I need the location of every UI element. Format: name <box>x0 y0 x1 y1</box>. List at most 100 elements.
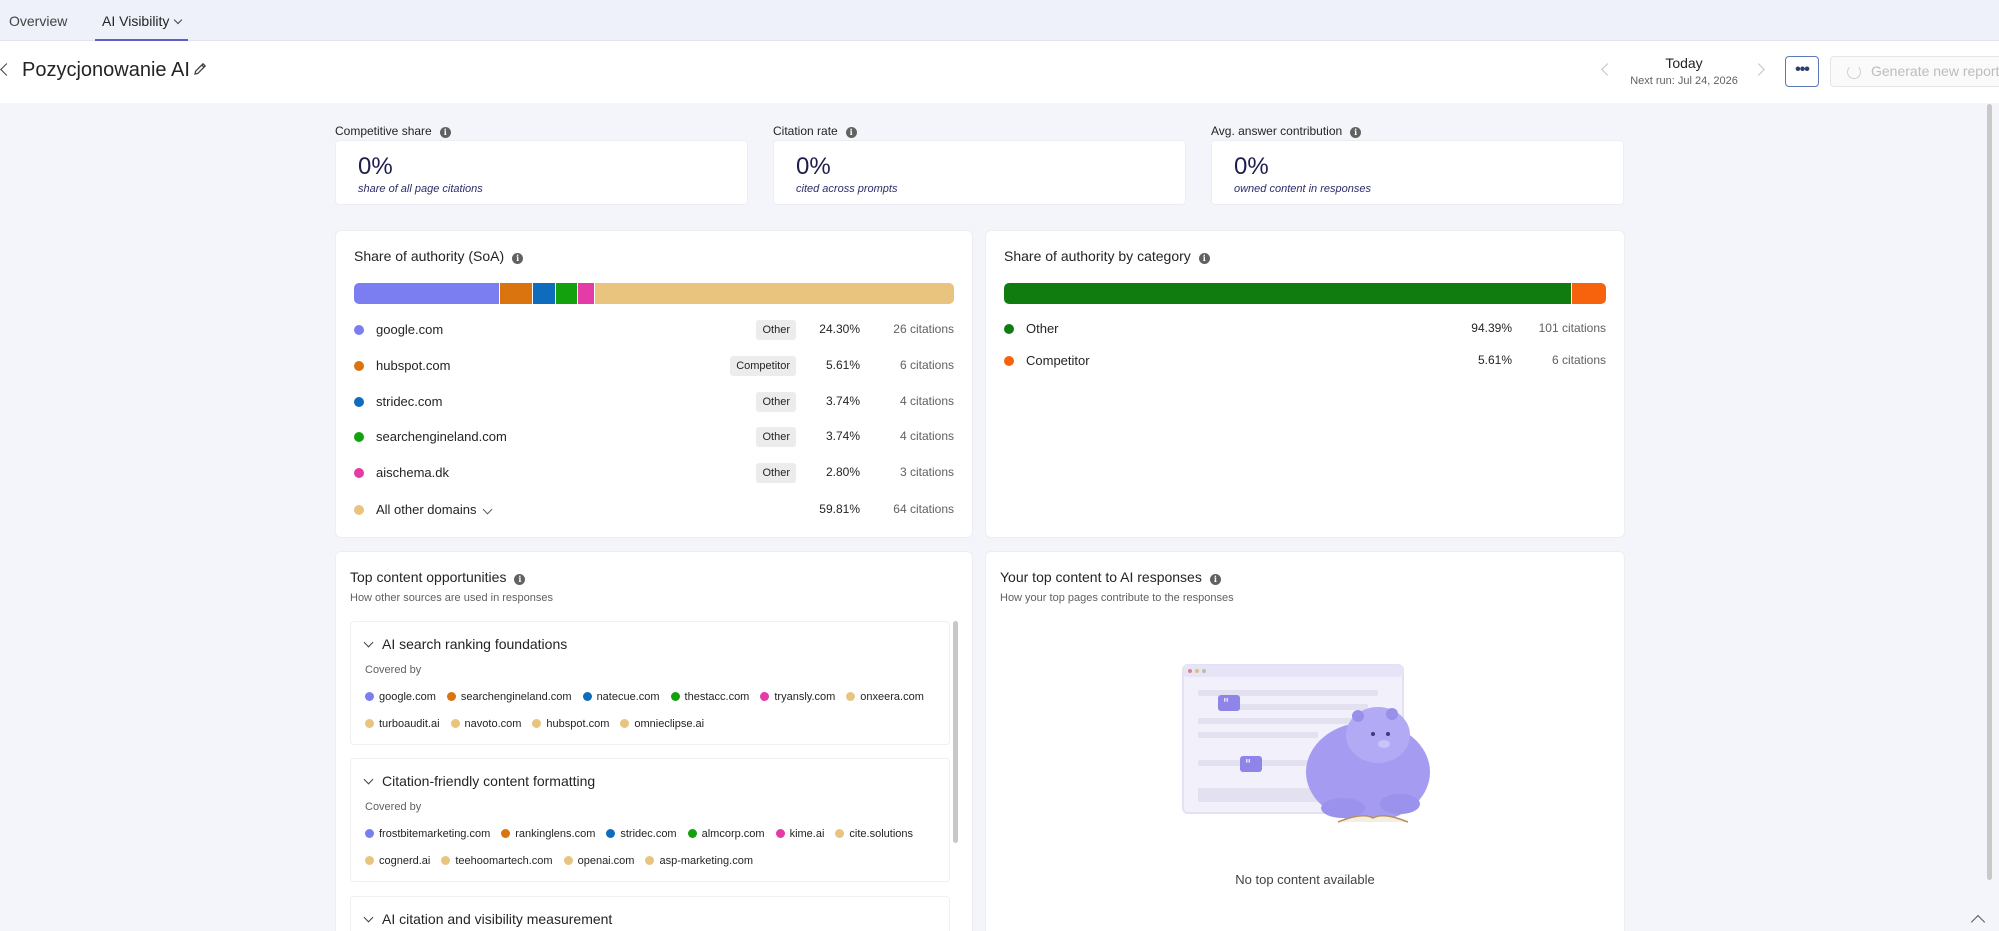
legend-dot <box>354 325 364 335</box>
citation-count: 26 citations <box>893 322 954 336</box>
tab-ai-visibility[interactable]: AI Visibility <box>95 0 189 41</box>
domain-name: stridec.com <box>376 394 443 409</box>
source-dot <box>846 692 856 701</box>
category-title-text: Share of authority by category <box>1004 248 1191 264</box>
domain-name: aischema.dk <box>376 465 449 480</box>
category-tag: Competitor <box>730 356 796 376</box>
source-chip: cite.solutions <box>835 826 913 852</box>
share-percent: 2.80% <box>825 465 860 479</box>
source-name: cite.solutions <box>849 828 914 840</box>
info-icon[interactable]: i <box>439 127 451 138</box>
kpi-card-citation-rate: 0% cited across prompts <box>773 140 1186 205</box>
source-chip: asp-marketing.com <box>645 853 753 879</box>
info-icon[interactable]: i <box>512 253 524 264</box>
info-icon[interactable]: i <box>514 574 526 585</box>
resize-handle-icon[interactable] <box>1970 914 1986 930</box>
citation-count: 64 citations <box>893 502 954 516</box>
opportunity-header[interactable]: AI citation and visibility measurement <box>363 911 613 927</box>
category-tag: Other <box>756 463 796 483</box>
report-date: Today <box>1665 55 1703 71</box>
page-scrollbar[interactable] <box>1987 104 1992 880</box>
tab-ai-visibility-label: AI Visibility <box>102 13 170 29</box>
chevron-down-icon[interactable] <box>363 637 374 648</box>
kpi-card-competitive-share: 0% share of all page citations <box>335 140 748 205</box>
source-chip: teehoomartech.com <box>441 853 553 879</box>
info-icon[interactable]: i <box>1198 253 1210 264</box>
soa-row: aischema.dk Other 2.80% 3 citations <box>354 463 954 483</box>
more-options-button[interactable]: ••• <box>1785 56 1819 87</box>
kpi-value: 0% <box>1234 153 1269 180</box>
source-dot <box>687 829 697 838</box>
soa-row: stridec.com Other 3.74% 4 citations <box>354 392 954 412</box>
top-content-subtitle: How your top pages contribute to the res… <box>1000 592 1234 604</box>
covered-by-label: Covered by <box>365 801 422 813</box>
source-name: kime.ai <box>789 828 825 840</box>
category-tag: Other <box>756 427 796 447</box>
citation-count: 3 citations <box>899 465 954 479</box>
opportunities-scrollbar[interactable] <box>953 621 958 843</box>
source-dot <box>365 692 374 701</box>
back-arrow-icon[interactable] <box>0 63 13 76</box>
info-icon[interactable]: i <box>1209 574 1221 585</box>
soa-title: Share of authority (SoA) i <box>354 248 524 264</box>
source-dot <box>446 692 456 701</box>
source-chip: omnieclipse.ai <box>620 716 704 742</box>
legend-dot <box>354 397 364 407</box>
generate-report-button[interactable]: Generate new report <box>1830 56 1999 87</box>
citation-count: 101 citations <box>1538 321 1606 335</box>
soa-stacked-bar <box>354 283 954 304</box>
next-report-icon[interactable] <box>1752 63 1765 76</box>
top-content-title-text: Your top content to AI responses <box>1000 569 1202 585</box>
category-name: Competitor <box>1026 353 1090 368</box>
edit-pencil-icon[interactable] <box>192 61 208 77</box>
opportunity-title: AI citation and visibility measurement <box>382 911 613 927</box>
kpi-card-avg-answer-contribution: 0% owned content in responses <box>1211 140 1624 205</box>
chevron-down-icon[interactable] <box>363 912 374 923</box>
source-dot <box>532 719 542 728</box>
source-name: natecue.com <box>596 691 660 703</box>
soa-row: google.com Other 24.30% 26 citations <box>354 320 954 340</box>
soa-row: All other domains 59.81% 64 citations <box>354 500 954 520</box>
source-chips: google.com searchengineland.com natecue.co… <box>365 688 945 742</box>
info-icon[interactable]: i <box>845 127 857 138</box>
soa-bar-segment <box>354 283 500 304</box>
opportunity-title: AI search ranking foundations <box>382 636 568 652</box>
tab-bar: Overview AI Visibility <box>0 0 1999 41</box>
kpi-subtitle: owned content in responses <box>1234 183 1371 195</box>
source-name: searchengineland.com <box>460 691 572 703</box>
source-name: hubspot.com <box>546 718 610 730</box>
refresh-icon <box>1847 65 1861 79</box>
kpi-value: 0% <box>796 153 831 180</box>
source-chip: stridec.com <box>606 826 677 852</box>
info-icon[interactable]: i <box>1350 127 1362 138</box>
source-dot <box>606 829 616 838</box>
source-chip: rankinglens.com <box>501 826 595 852</box>
source-name: turboaudit.ai <box>379 718 440 730</box>
citation-count: 6 citations <box>1551 353 1606 367</box>
empty-state-text: No top content available <box>1235 872 1375 887</box>
chevron-down-icon[interactable] <box>363 774 374 785</box>
opportunity-header[interactable]: AI search ranking foundations <box>363 636 568 652</box>
opportunity-header[interactable]: Citation-friendly content formatting <box>363 773 595 789</box>
source-dot <box>760 692 770 701</box>
domain-name[interactable]: All other domains <box>376 502 477 517</box>
tab-overview[interactable]: Overview <box>9 13 68 29</box>
source-dot <box>365 829 374 838</box>
soa-row: searchengineland.com Other 3.74% 4 citation… <box>354 427 954 447</box>
category-tag: Other <box>756 320 796 340</box>
source-name: stridec.com <box>620 828 677 840</box>
chevron-down-icon[interactable] <box>482 504 493 515</box>
share-percent: 24.30% <box>819 322 860 336</box>
soa-title-text: Share of authority (SoA) <box>354 248 505 264</box>
source-chip: openai.com <box>563 853 634 879</box>
source-dot <box>775 829 785 838</box>
svg-text:": " <box>1245 758 1251 773</box>
kpi-subtitle: share of all page citations <box>358 183 483 195</box>
kpi-label-citation-rate: Citation rate i <box>773 124 857 138</box>
soa-bar-segment <box>555 283 579 304</box>
kpi-label-text: Avg. answer contribution <box>1211 124 1343 138</box>
opportunity-card: AI search ranking foundations Covered by g… <box>350 621 950 745</box>
share-percent: 5.61% <box>825 358 860 372</box>
previous-report-icon[interactable] <box>1601 63 1614 76</box>
source-chip: hubspot.com <box>532 716 609 742</box>
